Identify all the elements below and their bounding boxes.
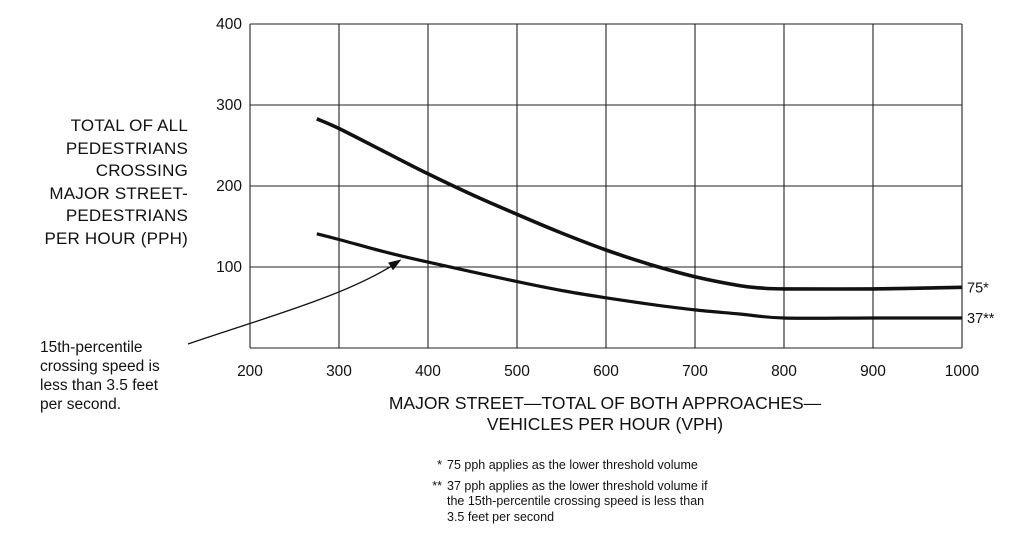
x-tick-label: 700 — [682, 363, 708, 380]
y-tick-label: 400 — [216, 16, 242, 33]
y-axis-title-line: PEDESTRIANS — [65, 206, 188, 225]
y-axis-title-line: MAJOR STREET- — [49, 183, 188, 203]
x-axis-title-line: MAJOR STREET—TOTAL OF BOTH APPROACHES— — [388, 393, 822, 413]
y-tick-label: 300 — [216, 97, 242, 114]
annotation-line: crossing speed is — [40, 358, 160, 375]
tick-labels: 200 300 400 500 600 700 800 900 1000 100 200 300 400 — [216, 16, 979, 380]
grid — [249, 23, 963, 349]
x-tick-label: 300 — [326, 363, 352, 380]
y-axis-title-line: CROSSING — [95, 161, 188, 180]
series-labels: 75* 37** — [967, 280, 995, 327]
y-axis-title-line: PER HOUR (PPH) — [44, 228, 188, 248]
x-axis-title-line: VEHICLES PER HOUR (VPH) — [486, 413, 724, 434]
annotation-arrow — [187, 259, 402, 345]
footnote-line: the 15th-percentile crossing speed is le… — [447, 494, 705, 508]
series-label: 37** — [967, 311, 995, 327]
series-label: 75* — [967, 280, 989, 296]
annotation-text: 15th-percentile crossing speed is less t… — [40, 338, 160, 414]
y-axis-title: TOTAL OF ALL PEDESTRIANS CROSSING MAJOR … — [0, 115, 188, 250]
x-tick-label: 600 — [593, 363, 619, 380]
arrow-line — [187, 261, 398, 345]
x-tick-label: 1000 — [945, 363, 980, 380]
y-axis-title-line: TOTAL OF ALL — [70, 116, 188, 135]
footnote: ** 37 pph applies as the lower threshold… — [420, 478, 708, 526]
y-axis-title-line: PEDESTRIANS — [65, 138, 188, 158]
footnote-line: 75 pph applies as the lower threshold vo… — [447, 458, 698, 472]
series-lines — [316, 117, 963, 320]
x-tick-label: 900 — [860, 363, 886, 380]
x-axis-title: MAJOR STREET—TOTAL OF BOTH APPROACHES— V… — [250, 393, 960, 434]
footnotes: * 75 pph applies as the lower threshold … — [420, 458, 708, 530]
footnote-mark: ** — [432, 478, 442, 493]
footnote-line: 37 pph applies as the lower threshold vo… — [447, 478, 708, 493]
x-tick-label: 500 — [504, 363, 530, 380]
x-tick-label: 400 — [415, 363, 441, 380]
footnote: * 75 pph applies as the lower threshold … — [420, 458, 708, 474]
y-tick-label: 100 — [216, 259, 242, 276]
arrow-head — [388, 259, 402, 271]
x-tick-label: 800 — [771, 363, 797, 380]
annotation-line: less than 3.5 feet — [40, 377, 159, 394]
y-tick-label: 200 — [216, 178, 242, 195]
x-tick-label: 200 — [237, 363, 263, 380]
footnote-mark: * — [437, 458, 442, 472]
annotation-line: per second. — [40, 396, 121, 413]
series-line — [316, 232, 962, 320]
series-line — [316, 117, 963, 291]
footnote-line: 3.5 feet per second — [447, 509, 555, 524]
annotation-line: 15th-percentile — [40, 339, 143, 356]
